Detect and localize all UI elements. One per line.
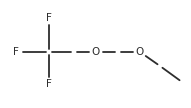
Text: F: F xyxy=(46,13,52,23)
Text: O: O xyxy=(92,47,100,57)
Text: F: F xyxy=(13,47,19,57)
Text: O: O xyxy=(136,47,144,57)
Text: F: F xyxy=(46,79,52,89)
